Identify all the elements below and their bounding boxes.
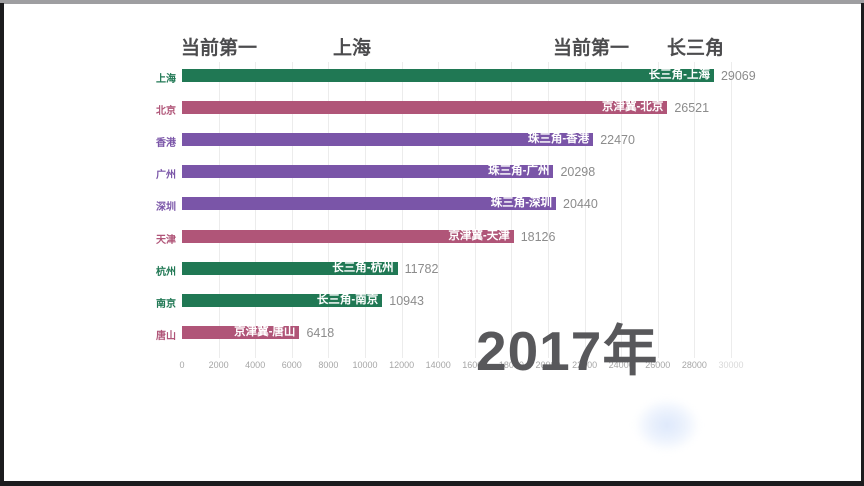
bar-value-label: 26521 bbox=[674, 101, 710, 116]
bars-layer: 上海 长三角-上海 29069 北京 京津冀-北京 26521 香港 珠三角-香… bbox=[0, 69, 864, 369]
x-tick-label: 28000 bbox=[681, 360, 707, 370]
bar-value-label: 11782 bbox=[404, 261, 439, 276]
x-tick-label: 14000 bbox=[425, 360, 451, 370]
x-tick-label: 8000 bbox=[318, 360, 339, 370]
bar: 京津冀-唐山 bbox=[182, 325, 300, 339]
x-tick-label: 22000 bbox=[572, 360, 598, 370]
bar-row: 广州 珠三角-广州 20298 bbox=[0, 165, 864, 182]
video-frame-left-edge bbox=[0, 3, 4, 486]
bar-value-label: 29069 bbox=[720, 69, 756, 83]
city-axis-label: 北京 bbox=[156, 106, 176, 118]
bar-row: 南京 长三角-南京 10943 bbox=[0, 293, 864, 310]
bar-value-label: 10943 bbox=[389, 293, 425, 308]
current-first-city-value: 上海 bbox=[333, 38, 372, 59]
x-tick-label: 24000 bbox=[608, 360, 634, 370]
x-tick-label: 12000 bbox=[389, 360, 415, 370]
x-tick-label: 2000 bbox=[208, 360, 229, 370]
watermark-smudge bbox=[634, 398, 700, 452]
video-frame-bottom-edge bbox=[0, 481, 864, 486]
bar-row: 北京 京津冀-北京 26521 bbox=[0, 101, 864, 118]
year-label: 2017年 bbox=[476, 320, 659, 382]
bar-value-label: 18126 bbox=[520, 229, 556, 244]
bar-row: 上海 长三角-上海 29069 bbox=[0, 69, 864, 85]
current-first-city-label: 当前第一 bbox=[181, 38, 258, 59]
city-axis-label: 上海 bbox=[156, 74, 176, 85]
bar-region-city-label: 京津冀-天津 bbox=[448, 229, 510, 242]
city-axis-label: 唐山 bbox=[156, 330, 176, 342]
x-tick-label: 0 bbox=[179, 360, 185, 370]
bar-region-city-label: 长三角-南京 bbox=[316, 293, 379, 306]
bar-row: 杭州 长三角-杭州 11782 bbox=[0, 261, 864, 278]
bar: 珠三角-香港 bbox=[182, 133, 594, 147]
bar-region-city-label: 珠三角-广州 bbox=[488, 165, 550, 178]
bar-region-city-label: 珠三角-深圳 bbox=[490, 197, 553, 210]
video-frame-right-edge bbox=[861, 3, 864, 486]
x-tick-label: 6000 bbox=[281, 360, 302, 370]
x-tick-label: 18000 bbox=[498, 360, 524, 370]
gridline bbox=[621, 62, 623, 358]
bar-region-city-label: 长三角-上海 bbox=[648, 69, 710, 81]
bar-row: 天津 京津冀-天津 18126 bbox=[0, 229, 864, 246]
gridline bbox=[694, 62, 696, 358]
bar-value-label: 20298 bbox=[560, 165, 596, 180]
bar: 长三角-上海 bbox=[182, 69, 714, 82]
current-first-region-value: 长三角 bbox=[667, 38, 725, 59]
x-tick-label: 20000 bbox=[535, 360, 561, 370]
video-frame-top-edge bbox=[0, 0, 864, 4]
gridline bbox=[584, 62, 586, 358]
x-tick-label: 4000 bbox=[245, 360, 266, 370]
bar: 珠三角-广州 bbox=[182, 165, 554, 179]
bar-region-city-label: 珠三角-香港 bbox=[527, 133, 590, 146]
bar-value-label: 6418 bbox=[306, 325, 335, 340]
bar-row: 深圳 珠三角-深圳 20440 bbox=[0, 197, 864, 214]
bar-row: 唐山 京津冀-唐山 6418 bbox=[0, 325, 864, 342]
x-tick-label: 30000 bbox=[718, 360, 744, 370]
x-tick-label: 16000 bbox=[462, 360, 488, 370]
bar: 长三角-南京 bbox=[182, 293, 383, 307]
bar-region-city-label: 京津冀-唐山 bbox=[234, 325, 296, 338]
bar-value-label: 22470 bbox=[600, 133, 635, 148]
bar: 长三角-杭州 bbox=[182, 261, 398, 275]
bar: 珠三角-深圳 bbox=[182, 197, 557, 211]
x-tick-label: 26000 bbox=[645, 360, 671, 370]
city-axis-label: 香港 bbox=[156, 138, 176, 150]
gridline bbox=[731, 62, 732, 358]
bar: 京津冀-北京 bbox=[182, 101, 668, 115]
x-tick-label: 10000 bbox=[352, 360, 378, 370]
bar-region-city-label: 京津冀-北京 bbox=[601, 101, 664, 114]
city-axis-label: 深圳 bbox=[156, 202, 176, 214]
bar-value-label: 20440 bbox=[563, 197, 598, 212]
current-first-region-label: 当前第一 bbox=[553, 38, 630, 59]
bar-region-city-label: 长三角-杭州 bbox=[332, 261, 394, 274]
city-axis-label: 杭州 bbox=[156, 266, 176, 278]
bar-row: 香港 珠三角-香港 22470 bbox=[0, 133, 864, 150]
city-axis-label: 天津 bbox=[156, 234, 176, 246]
bar: 京津冀-天津 bbox=[182, 229, 514, 243]
gridline bbox=[657, 62, 659, 358]
city-axis-label: 南京 bbox=[156, 298, 176, 310]
city-axis-label: 广州 bbox=[156, 170, 176, 182]
